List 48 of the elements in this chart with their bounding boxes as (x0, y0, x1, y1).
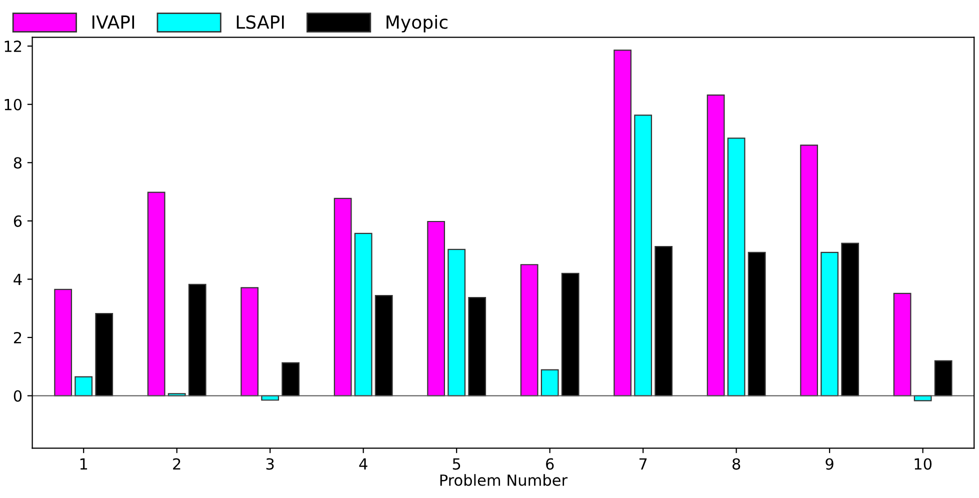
y-tick-label: 0 (14, 390, 22, 402)
y-tick-label: 8 (14, 157, 22, 169)
x-tick-label: 2 (173, 458, 180, 470)
x-axis-title: Problem Number (440, 474, 568, 486)
x-tick-label: 3 (266, 458, 274, 470)
bar (561, 272, 580, 396)
y-tick-label: 2 (14, 332, 22, 344)
bar (188, 284, 206, 396)
x-tick-label: 4 (359, 458, 368, 470)
x-tick-label: 9 (826, 458, 834, 470)
bar (448, 248, 466, 396)
bar (893, 292, 912, 396)
legend-label: IVAPI (92, 16, 134, 29)
y-tick-label: 4 (14, 274, 22, 285)
bar (354, 232, 372, 396)
x-tick-label: 7 (639, 458, 647, 470)
bar (74, 376, 93, 396)
bar (820, 252, 839, 396)
bar (800, 144, 818, 396)
x-tick-label: 6 (546, 458, 554, 470)
bar (374, 294, 393, 396)
legend-label: LSAPI (236, 15, 284, 29)
bar (54, 288, 72, 396)
bar (540, 369, 559, 396)
bar (520, 264, 538, 396)
bar (727, 138, 746, 396)
x-tick-label: 10 (914, 458, 932, 470)
bar (282, 362, 300, 396)
x-tick-label: 1 (80, 458, 88, 470)
bar (748, 252, 766, 396)
y-tick-label: 10 (4, 98, 22, 110)
bar (468, 297, 486, 396)
bar (841, 242, 860, 396)
bar (706, 94, 725, 396)
x-tick-label: 5 (452, 458, 460, 470)
bar (614, 50, 632, 396)
bar (334, 198, 352, 396)
x-tick-label: 8 (732, 458, 740, 470)
y-tick-label: 6 (14, 215, 22, 227)
bar (427, 220, 446, 396)
legend-label: Myopic (386, 14, 448, 32)
bar (934, 360, 952, 396)
bar (95, 313, 114, 396)
bar (654, 246, 673, 396)
bar (147, 192, 166, 396)
bar (634, 114, 652, 396)
bar (240, 287, 259, 396)
y-tick-label: 12 (4, 40, 22, 52)
